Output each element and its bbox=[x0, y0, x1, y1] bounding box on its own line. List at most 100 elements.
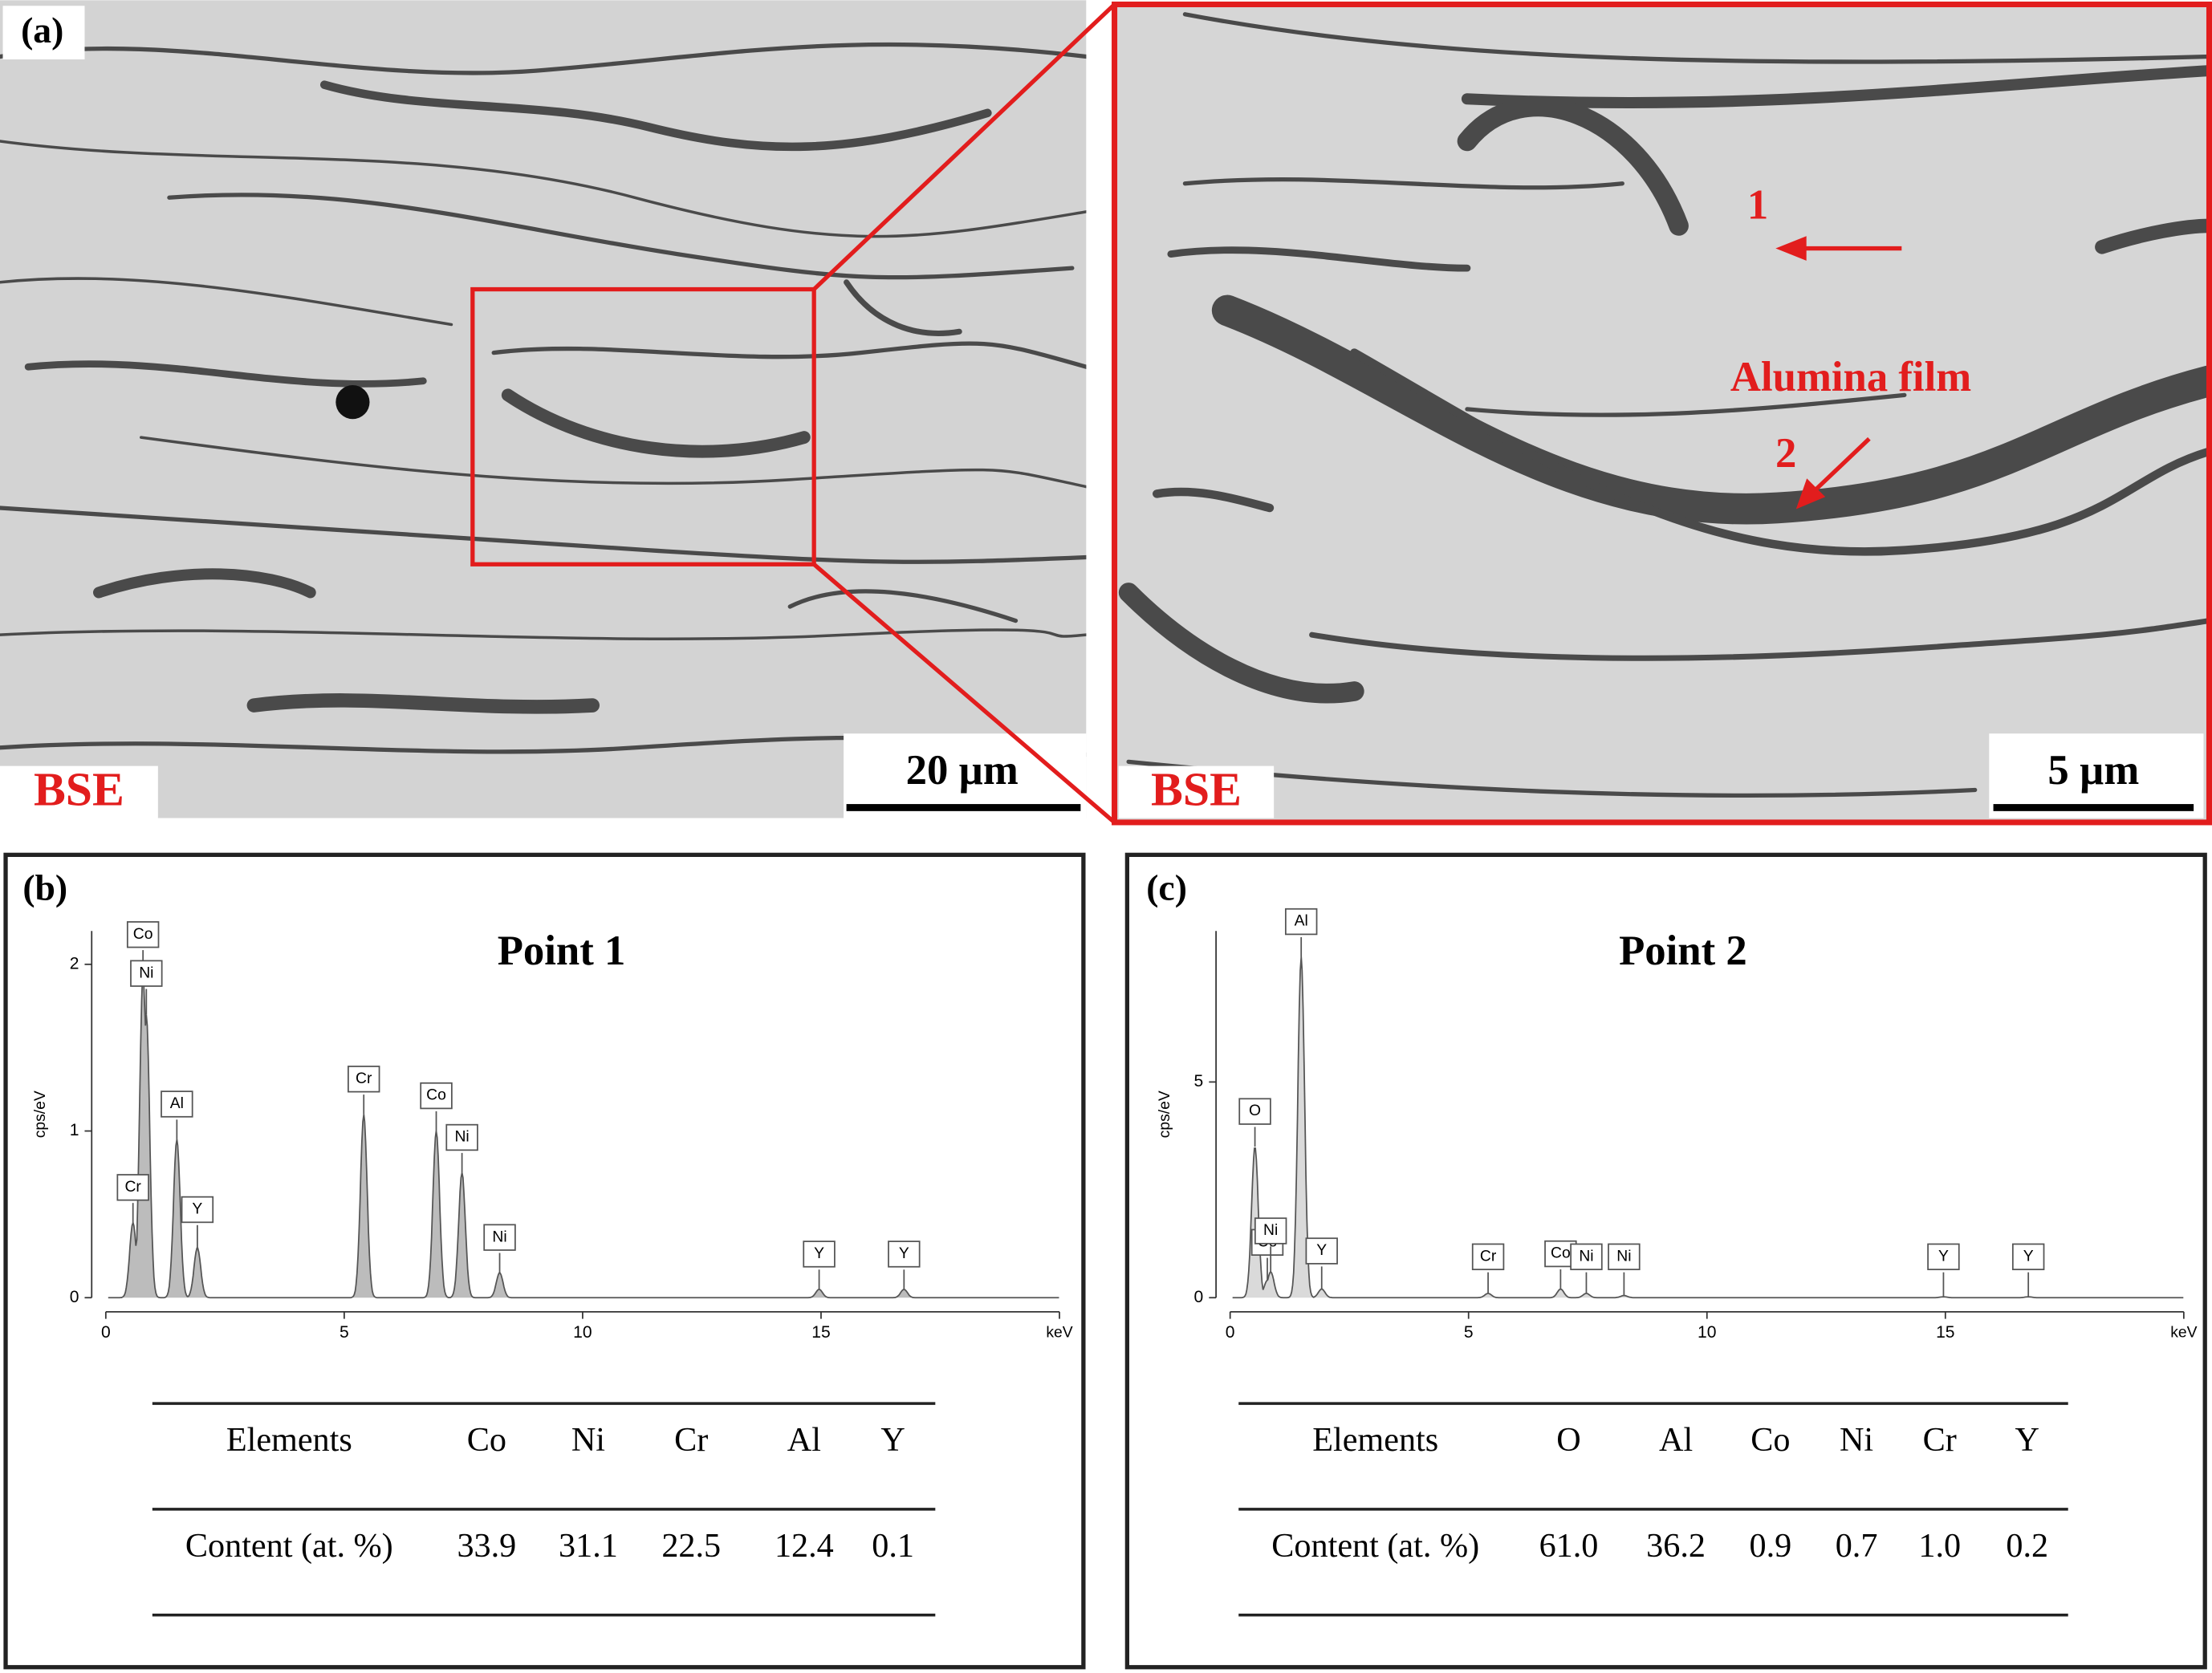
peak-label-box bbox=[1305, 1237, 1338, 1265]
table-header: Elements bbox=[1312, 1421, 1438, 1459]
table-cell: 0.9 bbox=[1749, 1527, 1791, 1565]
peak-label: Ni bbox=[454, 1129, 469, 1146]
x-tick-label: 0 bbox=[101, 1323, 111, 1342]
peak-label-box bbox=[803, 1241, 836, 1268]
x-tick-label: 10 bbox=[573, 1323, 592, 1342]
peak-label: Ni bbox=[492, 1228, 506, 1245]
x-unit-label: keV bbox=[1046, 1324, 1072, 1341]
table-cell: 0.7 bbox=[1836, 1527, 1878, 1565]
table-cell: 33.9 bbox=[457, 1527, 516, 1565]
table-cell: Content (at. %) bbox=[185, 1527, 393, 1565]
peak-label: Cr bbox=[356, 1070, 372, 1087]
zoom-line bbox=[812, 562, 1116, 824]
peak-label: Co bbox=[426, 1087, 446, 1104]
peak-label-box bbox=[1284, 908, 1318, 936]
peak-label-box bbox=[348, 1066, 380, 1093]
peak-label: Y bbox=[2023, 1248, 2034, 1265]
peak-label-box bbox=[1471, 1243, 1505, 1270]
table-header: Co bbox=[467, 1421, 506, 1459]
table-cell: 22.5 bbox=[661, 1527, 721, 1565]
peak-label-box bbox=[126, 921, 160, 948]
zoom-box bbox=[470, 286, 816, 566]
peak-label-box bbox=[888, 1241, 921, 1268]
annotation: 1 bbox=[1747, 181, 1768, 228]
x-tick-label: 10 bbox=[1698, 1323, 1716, 1342]
y-tick-label: 2 bbox=[70, 954, 79, 973]
panel-label: (a) bbox=[21, 10, 63, 51]
table-cell: Content (at. %) bbox=[1271, 1527, 1479, 1565]
arrow bbox=[1795, 437, 1871, 510]
panel-label: (b) bbox=[22, 867, 67, 908]
peak-label-box bbox=[1238, 1098, 1271, 1125]
table-cell: 12.4 bbox=[775, 1527, 834, 1565]
peak-label: Co bbox=[133, 926, 153, 943]
table-header: Y bbox=[880, 1421, 905, 1459]
peak-label: Cr bbox=[1480, 1248, 1497, 1265]
x-tick-label: 5 bbox=[1464, 1323, 1474, 1342]
arrow bbox=[1775, 236, 1902, 261]
y-axis-label: cps/eV bbox=[32, 1090, 49, 1138]
peak-label-box bbox=[483, 1224, 516, 1251]
table-header: Y bbox=[2015, 1421, 2039, 1459]
annotation: Alumina film bbox=[1730, 354, 1971, 400]
table-header: Ni bbox=[571, 1421, 605, 1459]
peak-label-box bbox=[420, 1082, 453, 1110]
table-cell: 0.2 bbox=[2006, 1527, 2048, 1565]
sem-image-right bbox=[1114, 4, 2210, 822]
y-axis-label: cps/eV bbox=[1157, 1090, 1173, 1138]
table-header: O bbox=[1556, 1421, 1580, 1459]
scale-bar-label: 5 µm bbox=[2047, 747, 2139, 794]
x-tick-label: 15 bbox=[811, 1323, 830, 1342]
peak-label-box bbox=[1927, 1243, 1960, 1270]
spectrum bbox=[108, 975, 1059, 1299]
peak-label: Y bbox=[814, 1245, 824, 1262]
x-tick-label: 15 bbox=[1936, 1323, 1954, 1342]
table-cell: 31.1 bbox=[559, 1527, 618, 1565]
peak-label-box bbox=[116, 1174, 149, 1201]
spectrum bbox=[1232, 956, 2184, 1299]
peak-label-box bbox=[1608, 1243, 1641, 1270]
peak-label: Ni bbox=[1263, 1222, 1278, 1239]
zoom-line bbox=[812, 2, 1116, 291]
panel-label: (c) bbox=[1146, 867, 1187, 908]
peak-label: Cr bbox=[124, 1179, 141, 1196]
peak-label-box bbox=[161, 1090, 193, 1118]
panel-frame bbox=[1124, 852, 2207, 1670]
y-tick-label: 5 bbox=[1194, 1072, 1204, 1090]
table-header: Al bbox=[787, 1421, 821, 1459]
peak-label-box bbox=[1254, 1217, 1287, 1245]
x-unit-label: keV bbox=[2170, 1324, 2197, 1341]
table-header: Al bbox=[1659, 1421, 1693, 1459]
table-header: Cr bbox=[1923, 1421, 1957, 1459]
image-tag: BSE bbox=[34, 762, 124, 815]
peak-label-box bbox=[181, 1196, 214, 1224]
y-tick-label: 1 bbox=[70, 1121, 79, 1139]
table-cell: 1.0 bbox=[1918, 1527, 1961, 1565]
table-header: Cr bbox=[674, 1421, 708, 1459]
peak-label-box bbox=[445, 1123, 478, 1151]
annotation: 2 bbox=[1775, 430, 1796, 477]
peak-label: Co bbox=[1551, 1245, 1571, 1262]
table-cell: 61.0 bbox=[1539, 1527, 1599, 1565]
sem-image-left bbox=[0, 0, 1087, 818]
y-tick-label: 0 bbox=[1194, 1288, 1204, 1306]
table-header: Co bbox=[1750, 1421, 1790, 1459]
image-tag: BSE bbox=[1151, 762, 1242, 815]
zoom-frame bbox=[1112, 1, 2212, 826]
scale-bar bbox=[1993, 804, 2194, 811]
peak-label: Y bbox=[899, 1245, 909, 1262]
peak-label: Ni bbox=[1579, 1248, 1593, 1265]
table-cell: 0.1 bbox=[872, 1527, 914, 1565]
table-cell: 36.2 bbox=[1646, 1527, 1706, 1565]
y-tick-label: 0 bbox=[70, 1288, 79, 1306]
peak-label: Al bbox=[170, 1095, 184, 1112]
peak-label: Y bbox=[1938, 1248, 1949, 1265]
panel-frame bbox=[3, 852, 1086, 1670]
table-header: Ni bbox=[1840, 1421, 1873, 1459]
peak-label: Y bbox=[192, 1201, 202, 1218]
peak-label: Ni bbox=[1616, 1248, 1631, 1265]
peak-label: O bbox=[1249, 1102, 1261, 1119]
chart-title: Point 1 bbox=[498, 928, 626, 974]
peak-label: Ni bbox=[139, 964, 153, 981]
